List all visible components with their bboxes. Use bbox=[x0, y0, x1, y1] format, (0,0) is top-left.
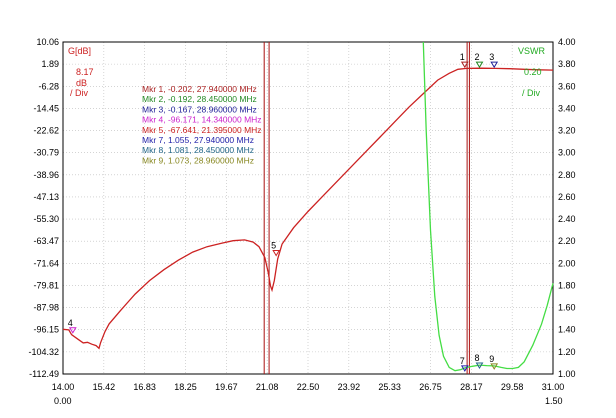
right-tick-label: 2.60 bbox=[558, 192, 576, 202]
vswr-series-line bbox=[422, 41, 554, 372]
right-tick-label: 4.00 bbox=[558, 37, 576, 47]
marker-9-label: 9 bbox=[489, 354, 494, 364]
marker-9-symbol bbox=[490, 363, 499, 370]
x-tick-label: 29.58 bbox=[501, 382, 524, 392]
marker-7-symbol bbox=[460, 365, 469, 372]
x-tick-label: 28.17 bbox=[460, 382, 483, 392]
x-tick-label: 22.50 bbox=[297, 382, 320, 392]
x-tick-label: 16.83 bbox=[133, 382, 156, 392]
right-tick-label: 3.80 bbox=[558, 59, 576, 69]
right-tick-label: 3.40 bbox=[558, 103, 576, 113]
legend-entry-marker-7: Mkr 7, 1.055, 27.940000 MHz bbox=[142, 135, 254, 145]
gain-series-line bbox=[62, 67, 554, 350]
x-tick-label: 31.00 bbox=[542, 382, 565, 392]
x-start-sublabel: 0.00 bbox=[54, 396, 72, 406]
legend-entry-marker-1: Mkr 1, -0.202, 27.940000 MHz bbox=[142, 84, 257, 94]
series-group bbox=[62, 41, 554, 372]
left-tick-label: -104.32 bbox=[28, 347, 59, 357]
marker-5-symbol bbox=[272, 250, 281, 257]
left-scale-unit: dB bbox=[76, 78, 87, 88]
x-tick-label: 18.25 bbox=[174, 382, 197, 392]
legend-entry-marker-9: Mkr 9, 1.073, 28.960000 MHz bbox=[142, 155, 254, 165]
markers-group: 1 2 3 4 5 7 8 9 bbox=[68, 52, 499, 372]
legend-entry-marker-2: Mkr 2, -0.192, 28.450000 MHz bbox=[142, 94, 257, 104]
left-tick-label: -47.13 bbox=[33, 192, 59, 202]
right-tick-label: 3.20 bbox=[558, 126, 576, 136]
right-tick-label: 1.60 bbox=[558, 303, 576, 313]
right-tick-label: 3.00 bbox=[558, 148, 576, 158]
marker-4-label: 4 bbox=[68, 318, 73, 328]
x-tick-label: 25.33 bbox=[378, 382, 401, 392]
x-tick-label: 15.42 bbox=[93, 382, 116, 392]
legend-entry-marker-5: Mkr 5, -67.641, 21.395000 MHz bbox=[142, 125, 262, 135]
legend-entry-marker-4: Mkr 4, -96.171, 14.340000 MHz bbox=[142, 115, 262, 125]
vertical-marker-lines bbox=[263, 42, 470, 374]
x-end-sublabel: 1.50 bbox=[545, 396, 563, 406]
left-axis-title: G[dB] bbox=[68, 46, 91, 56]
left-tick-label: -96.15 bbox=[33, 325, 59, 335]
legend-entry-marker-3: Mkr 3, -0.167, 28.960000 MHz bbox=[142, 104, 257, 114]
left-tick-label: -87.98 bbox=[33, 303, 59, 313]
right-tick-label: 2.80 bbox=[558, 170, 576, 180]
x-tick-label: 14.00 bbox=[52, 382, 75, 392]
marker-5-label: 5 bbox=[271, 240, 276, 250]
right-tick-label: 1.20 bbox=[558, 347, 576, 357]
plot-frame bbox=[62, 41, 554, 375]
left-tick-label: -38.96 bbox=[33, 170, 59, 180]
right-tick-label: 3.60 bbox=[558, 81, 576, 91]
right-scale-div: / Div bbox=[522, 88, 541, 98]
marker-2-label: 2 bbox=[475, 52, 480, 62]
left-scale-value: 8.17 bbox=[76, 67, 94, 77]
right-tick-label: 1.00 bbox=[558, 369, 576, 379]
left-tick-label: -112.49 bbox=[29, 369, 59, 379]
x-tick-label: 19.67 bbox=[215, 382, 238, 392]
right-tick-labels: 4.00 3.80 3.60 3.40 3.20 3.00 2.80 2.60 2.40 2.20… bbox=[558, 37, 576, 379]
left-tick-label: -55.30 bbox=[33, 214, 59, 224]
x-tick-labels: 14.00 15.42 16.83 18.25 19.67 21.08 22.50 23.92… bbox=[52, 382, 565, 392]
x-tick-label: 23.92 bbox=[338, 382, 361, 392]
left-tick-label: -6.28 bbox=[38, 81, 59, 91]
marker-1-label: 1 bbox=[460, 52, 465, 62]
marker-8-label: 8 bbox=[475, 353, 480, 363]
marker-2-symbol bbox=[475, 61, 484, 69]
left-tick-label: 1.89 bbox=[41, 59, 59, 69]
left-tick-label: -79.81 bbox=[33, 280, 59, 290]
marker-4-symbol bbox=[68, 327, 77, 334]
legend-entry-marker-8: Mkr 8, 1.081, 28.450000 MHz bbox=[142, 145, 254, 155]
left-tick-labels: 10.06 1.89 -6.28 -14.45 -22.62 -30.79 -38.96 -4… bbox=[28, 37, 59, 379]
x-tick-label: 26.75 bbox=[419, 382, 442, 392]
left-tick-label: 10.06 bbox=[36, 37, 59, 47]
left-tick-label: -63.47 bbox=[33, 236, 59, 246]
x-tick-label: 21.08 bbox=[256, 382, 279, 392]
left-tick-label: -22.62 bbox=[33, 126, 59, 136]
right-tick-label: 2.40 bbox=[558, 214, 576, 224]
marker-7-label: 7 bbox=[460, 356, 465, 366]
right-scale-value: 0.20 bbox=[524, 67, 542, 77]
left-tick-label: -14.45 bbox=[33, 103, 59, 113]
left-tick-label: -71.64 bbox=[33, 258, 59, 268]
marker-1-symbol bbox=[460, 61, 469, 69]
marker-3-symbol bbox=[490, 61, 499, 69]
right-tick-label: 2.00 bbox=[558, 258, 576, 268]
left-tick-label: -30.79 bbox=[33, 148, 59, 158]
right-tick-label: 2.20 bbox=[558, 236, 576, 246]
left-scale-div: / Div bbox=[70, 88, 89, 98]
marker-8-symbol bbox=[475, 362, 484, 370]
right-tick-label: 1.80 bbox=[558, 280, 576, 290]
grid bbox=[62, 41, 554, 375]
marker-3-label: 3 bbox=[489, 52, 494, 62]
right-tick-label: 1.40 bbox=[558, 325, 576, 335]
right-axis-title: VSWR bbox=[518, 46, 546, 56]
